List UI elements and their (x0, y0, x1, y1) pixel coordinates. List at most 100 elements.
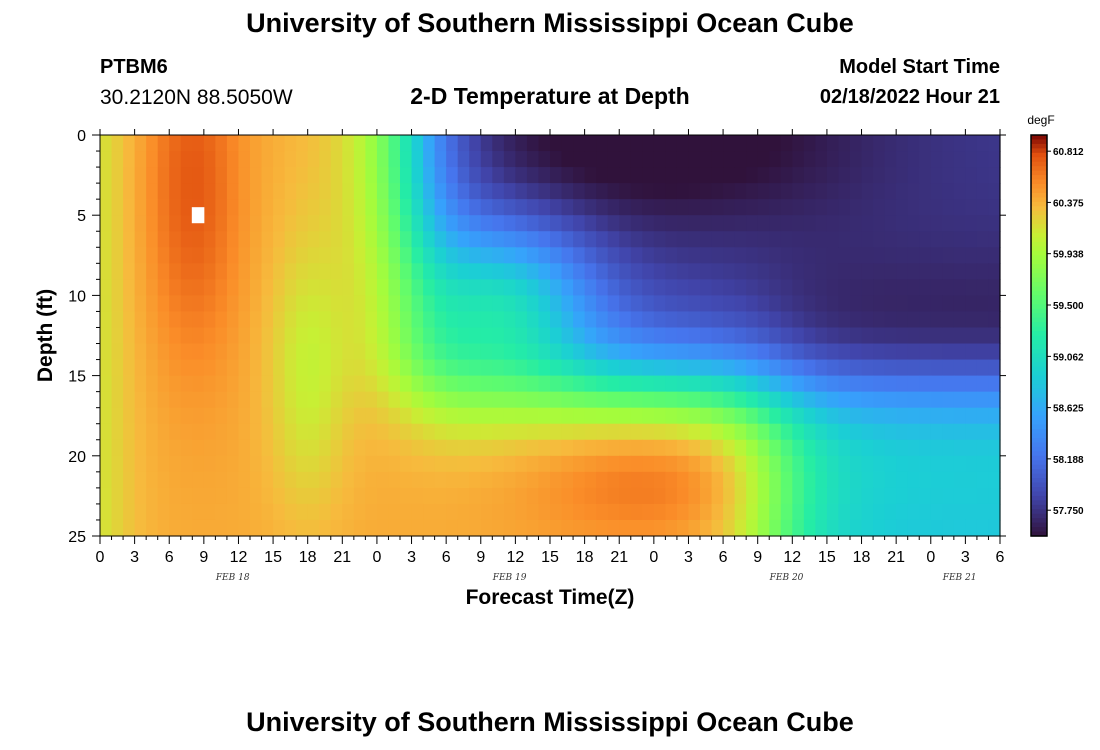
heatmap-cell (353, 327, 366, 345)
heatmap-cell (400, 359, 413, 377)
heatmap-cell (169, 231, 182, 248)
heatmap-cell (503, 247, 516, 264)
heatmap-cell (446, 439, 459, 457)
colorbar-segment (1031, 331, 1047, 337)
heatmap-cell (676, 311, 690, 329)
heatmap-cell (238, 247, 251, 264)
heatmap-cell (930, 327, 943, 345)
heatmap-cell (619, 471, 632, 489)
heatmap-cell (988, 407, 1001, 425)
heatmap-cell (423, 263, 436, 280)
heatmap-cell (446, 151, 459, 168)
heatmap-cell (273, 279, 286, 296)
heatmap-cell (238, 391, 251, 409)
heatmap-cell (896, 295, 909, 313)
heatmap-cell (353, 167, 366, 184)
heatmap-cell (976, 311, 990, 329)
heatmap-cell (215, 183, 228, 200)
heatmap-cell (503, 231, 516, 248)
heatmap-cell (792, 391, 805, 409)
heatmap-cell (123, 263, 136, 280)
heatmap-cell (942, 503, 955, 521)
heatmap-cell (700, 407, 713, 425)
heatmap-cell (169, 503, 182, 521)
heatmap-cell (250, 279, 263, 296)
heatmap-cell (803, 359, 816, 377)
colorbar-segment (1031, 184, 1047, 190)
heatmap-cell (965, 247, 978, 264)
heatmap-cell (411, 359, 424, 377)
heatmap-cell (907, 311, 920, 329)
heatmap-cell (930, 231, 943, 248)
heatmap-cell (307, 519, 320, 537)
heatmap-cell (561, 151, 574, 168)
heatmap-cell (896, 135, 909, 152)
heatmap-cell (573, 407, 586, 425)
heatmap-cell (169, 295, 182, 313)
footer-title: University of Southern Mississippi Ocean… (246, 707, 854, 737)
heatmap-cell (388, 391, 401, 409)
heatmap-cell (226, 359, 240, 377)
heatmap-cell (515, 391, 528, 409)
heatmap-cell (584, 263, 597, 280)
heatmap-cell (111, 519, 124, 537)
heatmap-cell (411, 279, 424, 296)
heatmap-cell (734, 183, 747, 200)
heatmap-cell (803, 407, 816, 425)
heatmap-cell (215, 167, 228, 184)
heatmap-cell (596, 487, 609, 505)
heatmap-cell (665, 167, 678, 184)
heatmap-cell (411, 407, 424, 425)
heatmap-cell (307, 199, 320, 216)
heatmap-cell (757, 167, 770, 184)
heatmap-cell (596, 327, 609, 345)
heatmap-cell (330, 407, 343, 425)
heatmap-cell (965, 327, 978, 345)
heatmap-cell (169, 375, 182, 393)
heatmap-cell (700, 439, 713, 457)
heatmap-cell (676, 215, 690, 232)
heatmap-cell (550, 375, 563, 393)
heatmap-cell (100, 167, 113, 184)
heatmap-cell (930, 263, 943, 280)
heatmap-cell (861, 167, 874, 184)
heatmap-cell (976, 327, 990, 345)
heatmap-cell (976, 151, 990, 168)
heatmap-cell (365, 391, 378, 409)
heatmap-cell (815, 199, 828, 216)
heatmap-cell (526, 407, 540, 425)
heatmap-cell (169, 199, 182, 216)
heatmap-cell (353, 471, 366, 489)
heatmap-cell (192, 455, 205, 473)
heatmap-cell (907, 135, 920, 152)
heatmap-cell (700, 391, 713, 409)
heatmap-cell (226, 487, 240, 505)
heatmap-cell (215, 439, 228, 457)
colorbar-segment (1031, 478, 1047, 484)
heatmap-cell (711, 503, 724, 521)
heatmap-cell (469, 263, 482, 280)
heatmap-cell (111, 327, 124, 345)
heatmap-cell (342, 295, 355, 313)
colorbar-segment (1031, 286, 1047, 292)
heatmap-cell (665, 391, 678, 409)
heatmap-cell (330, 247, 343, 264)
heatmap-cell (319, 375, 332, 393)
heatmap-cell (261, 167, 274, 184)
colorbar-segment (1031, 437, 1047, 444)
colorbar-segment (1031, 424, 1047, 430)
heatmap-cell (261, 391, 274, 409)
heatmap-cell (596, 391, 609, 409)
heatmap-cell (250, 471, 263, 489)
heatmap-cell (446, 295, 459, 313)
heatmap-cell (376, 359, 390, 377)
colorbar-segment (1031, 357, 1047, 363)
heatmap-cell (446, 519, 459, 537)
heatmap-cell (803, 135, 816, 152)
heatmap-cell (896, 471, 909, 489)
heatmap-cell (457, 215, 470, 232)
heatmap-cell (353, 151, 366, 168)
heatmap-cell (803, 311, 816, 329)
heatmap-cell (492, 375, 505, 393)
heatmap-cell (803, 183, 816, 200)
